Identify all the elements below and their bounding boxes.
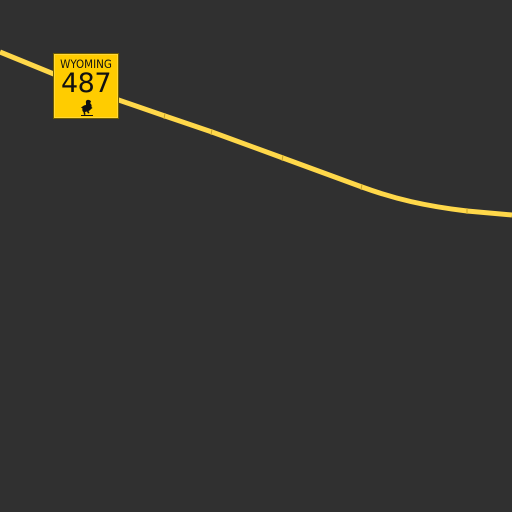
- shield-route-number: 487: [60, 68, 112, 99]
- highway-487-road[interactable]: [0, 49, 512, 218]
- segment-tick: [360, 183, 363, 191]
- shield-state-label: WYOMING: [60, 57, 112, 71]
- segment-tick: [281, 154, 284, 162]
- route-shield-wy-487[interactable]: WYOMING 487: [53, 53, 119, 119]
- bucking-horse-icon: [81, 99, 93, 116]
- segment-tick: [210, 128, 213, 136]
- segment-tick: [163, 112, 166, 120]
- road-segment-ticks: [163, 112, 468, 214]
